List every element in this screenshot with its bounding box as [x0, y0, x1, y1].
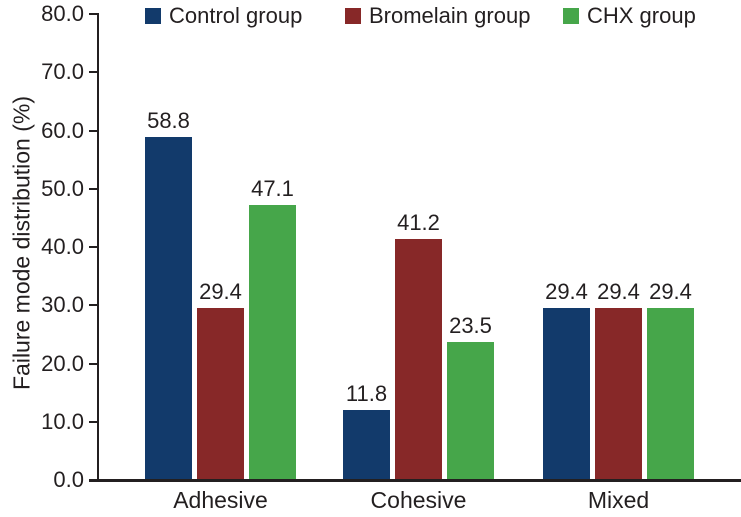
legend-item-bromelain-group: Bromelain group: [345, 3, 530, 29]
bar-value-control-group-cohesive: 11.8: [345, 381, 388, 407]
y-tick-label-70.0: 70.0: [41, 59, 84, 85]
bar-value-chx-group-cohesive: 23.5: [449, 313, 492, 339]
bar-value-bromelain-group-cohesive: 41.2: [397, 210, 440, 236]
y-tick-label-80.0: 80.0: [41, 1, 84, 26]
bar-value-bromelain-group-mixed: 29.4: [597, 278, 640, 304]
y-tick-label-50.0: 50.0: [41, 175, 84, 201]
legend-swatch-chx-group: [563, 8, 579, 24]
legend-swatch-bromelain-group: [345, 8, 361, 24]
y-tick-label-40.0: 40.0: [41, 234, 84, 259]
bar-chx-group-mixed: [647, 307, 694, 479]
y-tick-label-20.0: 20.0: [41, 350, 84, 376]
bar-value-bromelain-group-adhesive: 29.4: [199, 278, 242, 304]
bar-control-group-mixed: [543, 307, 590, 479]
y-tick-mark-20.0: [89, 362, 97, 365]
bar-chx-group-cohesive: [447, 342, 494, 479]
y-axis-line: [97, 13, 99, 480]
y-tick-mark-80.0: [89, 13, 97, 15]
y-tick-mark-50.0: [89, 187, 97, 190]
bar-bromelain-group-cohesive: [395, 239, 442, 479]
y-tick-label-10.0: 10.0: [41, 408, 84, 434]
y-tick-mark-10.0: [89, 420, 97, 423]
plot-area: 58.8 29.4 47.1 11.8 41.2 23.5 29.4 29.4 29.4: [97, 13, 741, 479]
legend-label-chx-group: CHX group: [587, 3, 696, 28]
x-category-label-cohesive: Cohesive: [370, 487, 467, 513]
bar-bromelain-group-mixed: [595, 307, 642, 479]
bar-value-control-group-mixed: 29.4: [545, 278, 588, 304]
legend-item-control-group: Control group: [145, 3, 302, 29]
y-tick-label-30.0: 30.0: [41, 292, 84, 318]
y-tick-mark-40.0: [89, 246, 97, 248]
bar-value-chx-group-adhesive: 47.1: [251, 175, 294, 201]
y-tick-label-0.0: 0.0: [53, 467, 84, 492]
legend-swatch-control-group: [145, 8, 161, 24]
legend-label-bromelain-group: Bromelain group: [369, 3, 531, 28]
bar-chx-group-adhesive: [249, 204, 296, 479]
bar-control-group-cohesive: [343, 410, 390, 479]
bar-control-group-adhesive: [145, 136, 192, 479]
x-category-label-mixed: Mixed: [587, 487, 650, 513]
legend-item-chx-group: CHX group: [563, 3, 696, 29]
y-tick-label-60.0: 60.0: [41, 117, 84, 143]
y-tick-mark-30.0: [89, 304, 97, 307]
y-tick-mark-70.0: [89, 71, 97, 74]
y-tick-mark-60.0: [89, 129, 97, 132]
legend-label-control-group: Control group: [169, 3, 303, 28]
bar-bromelain-group-adhesive: [197, 307, 244, 479]
bar-value-control-group-adhesive: 58.8: [147, 107, 190, 133]
bar-value-chx-group-mixed: 29.4: [649, 278, 692, 304]
x-category-label-adhesive: Adhesive: [173, 487, 268, 513]
x-axis-line: [89, 479, 741, 482]
